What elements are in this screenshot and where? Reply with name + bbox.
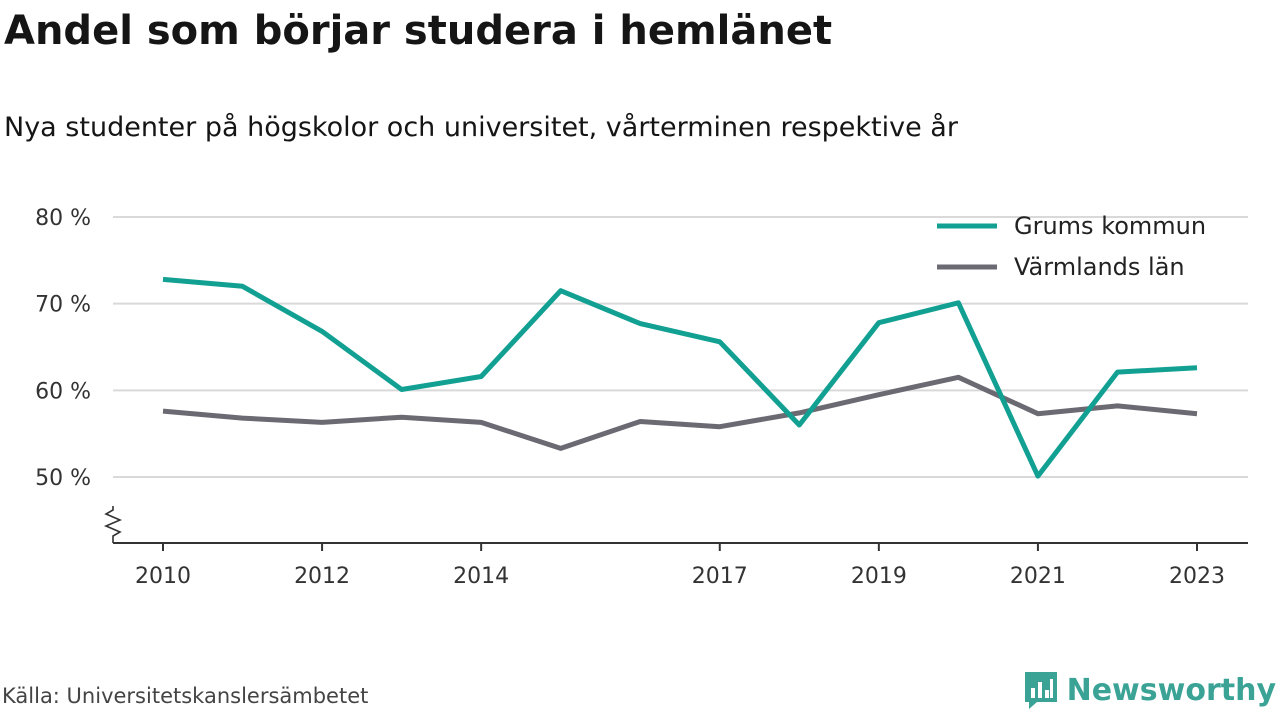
y-axis-tick-labels: 50 % 60 % 70 % 80 %: [35, 206, 91, 491]
brand-logo: Newsworthy: [1023, 670, 1276, 710]
x-tick-label: 2012: [294, 564, 350, 589]
x-tick-label: 2019: [851, 564, 907, 589]
y-tick-label: 50 %: [35, 466, 91, 491]
y-tick-label: 60 %: [35, 379, 91, 404]
source-note: Källa: Universitetskanslersämbetet: [2, 684, 369, 708]
legend: Grums kommun Värmlands län: [937, 212, 1206, 281]
x-tick-label: 2014: [453, 564, 509, 589]
series-line-varmlands-lan: [162, 374, 1198, 451]
y-axis-break-icon: [103, 506, 123, 543]
gridlines: [113, 216, 1248, 478]
legend-label: Värmlands län: [1014, 253, 1185, 281]
legend-label: Grums kommun: [1014, 212, 1206, 240]
y-tick-label: 80 %: [35, 206, 91, 231]
brand-name: Newsworthy: [1066, 672, 1276, 708]
x-tick-label: 2010: [135, 564, 191, 589]
newsworthy-logo-icon: [1024, 672, 1057, 709]
x-tick-label: 2023: [1169, 564, 1225, 589]
chart-title: Andel som börjar studera i hemlänet: [4, 8, 833, 54]
y-tick-label: 70 %: [35, 293, 91, 318]
chart-subtitle: Nya studenter på högskolor och universit…: [4, 112, 958, 143]
series-line-grums-kommun: [162, 276, 1198, 479]
x-tick-label: 2017: [692, 564, 748, 589]
x-axis: [103, 506, 1248, 544]
x-axis-tick-labels: 2010 2012 2014 2017 2019 2021 2023: [135, 543, 1225, 589]
x-tick-label: 2021: [1010, 564, 1066, 589]
series-lines: [162, 276, 1198, 479]
